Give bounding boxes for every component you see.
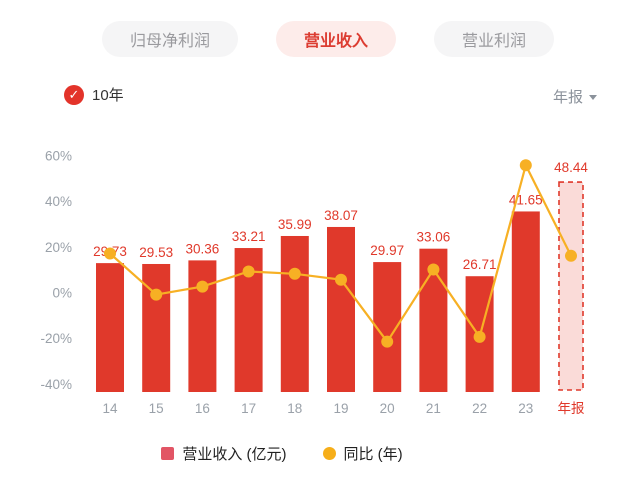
tab-operating-revenue[interactable]: 营业收入 bbox=[276, 21, 397, 57]
x-label-21: 21 bbox=[426, 401, 441, 416]
value-label-21: 33.06 bbox=[417, 230, 451, 245]
x-label-23: 23 bbox=[518, 401, 533, 416]
chart-controls: ✓ 10年 年报 bbox=[0, 84, 630, 108]
yoy-dot-18 bbox=[288, 267, 301, 280]
forecast-value-label: 48.44 bbox=[554, 160, 588, 175]
yoy-dot-年报 bbox=[565, 249, 577, 262]
value-label-17: 33.21 bbox=[232, 229, 266, 244]
legend-revenue-label: 营业收入 (亿元) bbox=[182, 446, 287, 463]
tab-operating-profit[interactable]: 营业利润 bbox=[434, 21, 555, 57]
yoy-dot-15 bbox=[150, 288, 163, 301]
yoy-dot-19 bbox=[335, 273, 347, 286]
x-axis: 14 15 16 17 18 19 20 21 22 23 年报 bbox=[102, 401, 584, 416]
check-circle-icon: ✓ bbox=[64, 84, 84, 105]
svg-text:60%: 60% bbox=[45, 148, 72, 163]
bar-legend-swatch bbox=[161, 447, 175, 460]
line-legend-swatch bbox=[322, 447, 336, 460]
caret-down-icon bbox=[589, 95, 597, 100]
bar-19 bbox=[327, 226, 355, 392]
x-label-年报: 年报 bbox=[558, 401, 585, 416]
chart-legend: 营业收入 (亿元) 同比 (年) bbox=[0, 443, 597, 464]
value-label-19: 38.07 bbox=[324, 208, 358, 223]
y-axis: 60% 40% 20% 0% -20% -40% bbox=[40, 148, 72, 392]
period-dropdown[interactable]: 年报 bbox=[553, 86, 597, 107]
svg-text:-40%: -40% bbox=[40, 377, 72, 392]
x-label-16: 16 bbox=[195, 401, 210, 416]
yoy-dot-16 bbox=[196, 280, 209, 293]
yoy-dot-17 bbox=[242, 265, 255, 278]
bar-18 bbox=[280, 235, 309, 392]
svg-text:20%: 20% bbox=[45, 240, 72, 255]
bar-23 bbox=[511, 211, 540, 392]
legend-yoy-label: 同比 (年) bbox=[343, 446, 403, 463]
legend-item-revenue: 营业收入 (亿元) bbox=[161, 443, 287, 464]
yoy-dot-14 bbox=[104, 247, 116, 260]
x-label-19: 19 bbox=[333, 401, 348, 416]
value-label-22: 26.71 bbox=[463, 257, 497, 272]
x-label-17: 17 bbox=[241, 401, 256, 416]
yoy-dot-23 bbox=[519, 159, 532, 172]
bar-15 bbox=[142, 263, 171, 392]
yoy-dot-22 bbox=[473, 330, 486, 343]
value-label-18: 35.99 bbox=[278, 217, 312, 232]
range-label: 10年 bbox=[92, 87, 124, 104]
legend-item-yoy: 同比 (年) bbox=[322, 443, 403, 464]
bar-14 bbox=[96, 263, 124, 392]
range-toggle-10y[interactable]: ✓ 10年 bbox=[64, 84, 124, 105]
value-label-20: 29.97 bbox=[370, 243, 404, 258]
x-label-22: 22 bbox=[472, 401, 487, 416]
x-label-20: 20 bbox=[380, 401, 395, 416]
period-dropdown-label: 年报 bbox=[552, 89, 583, 106]
bar-16 bbox=[188, 260, 217, 392]
yoy-dot-21 bbox=[427, 263, 440, 276]
metric-tabs: 归母净利润 营业收入 营业利润 bbox=[0, 21, 630, 57]
yoy-line-group bbox=[104, 159, 577, 348]
x-label-18: 18 bbox=[287, 401, 302, 416]
svg-text:-20%: -20% bbox=[40, 331, 72, 346]
value-label-15: 29.53 bbox=[139, 245, 173, 260]
forecast-bar-年报 bbox=[558, 181, 584, 391]
value-label-16: 30.36 bbox=[186, 241, 220, 256]
svg-text:0%: 0% bbox=[52, 286, 72, 301]
x-label-15: 15 bbox=[149, 401, 164, 416]
svg-text:40%: 40% bbox=[45, 194, 72, 209]
yoy-dot-20 bbox=[381, 335, 394, 348]
x-label-14: 14 bbox=[102, 401, 118, 416]
tab-net-profit[interactable]: 归母净利润 bbox=[102, 21, 239, 57]
